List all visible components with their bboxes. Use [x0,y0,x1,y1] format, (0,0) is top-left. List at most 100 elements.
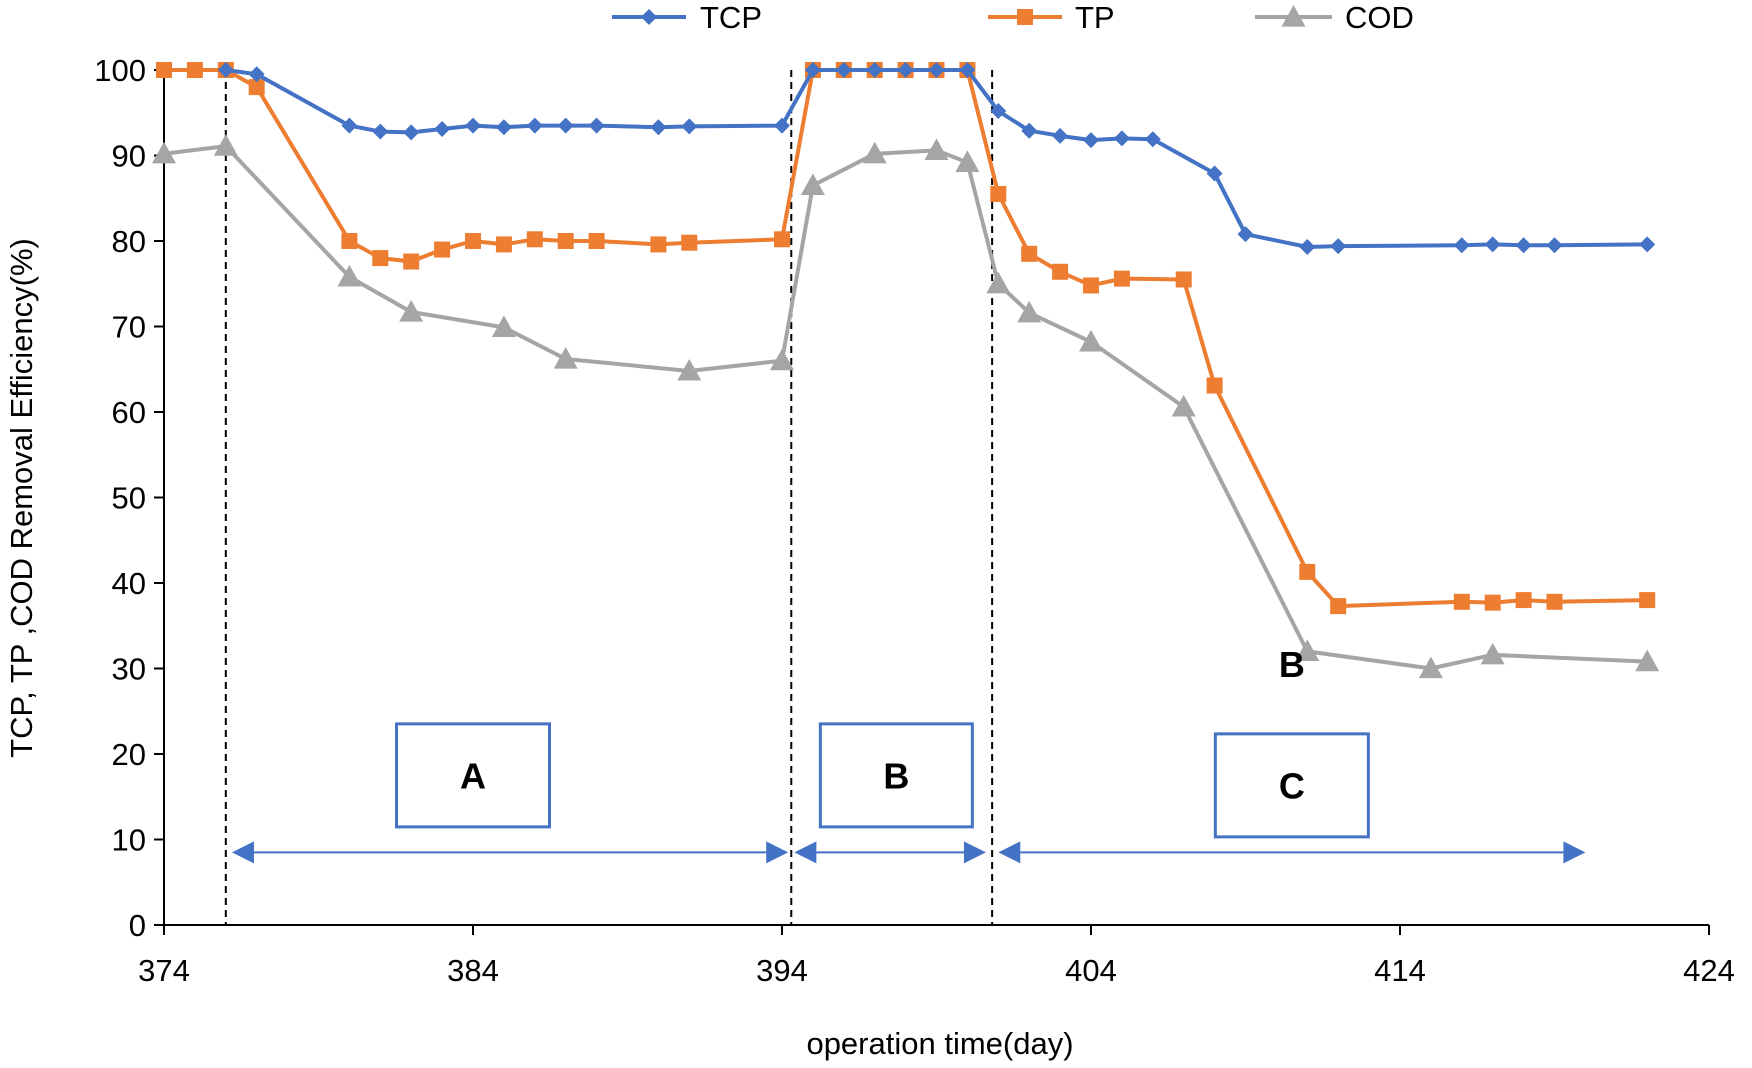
data-point-tcp [1515,237,1532,254]
data-point-tcp [681,118,698,135]
y-tick-label: 30 [112,652,146,687]
data-point-tp [1515,592,1532,609]
phase-arrow-head-right [963,841,986,864]
x-tick-label: 384 [447,953,499,988]
axes-layer: 0 10 20 30 40 50 60 70 80 90 100 374 384 394 404 414 424 [94,53,1735,988]
phase-dividers [224,70,994,925]
data-point-cod [213,134,238,156]
y-tick-label: 40 [112,566,146,601]
data-point-tp [403,253,420,270]
data-point-tcp [1021,122,1038,139]
data-point-cod [1171,394,1196,417]
data-point-tcp [341,117,358,134]
data-point-tp [495,236,512,253]
data-point-tcp [434,120,451,137]
data-point-cod [1079,329,1103,352]
data-point-tcp [897,62,914,78]
phase-box [395,722,551,829]
phase-box-label: A [460,755,486,796]
legend-label: COD [1345,0,1414,35]
legend-label: TCP [700,0,762,35]
phase-arrow-head-left [794,841,817,864]
data-point-cod [924,138,949,160]
data-point-cod [955,150,980,172]
x-tick-label: 374 [138,953,190,988]
data-point-tcp [1453,237,1470,254]
y-tick-label: 90 [112,139,146,174]
y-tick-label: 100 [94,53,146,88]
data-point-tcp [804,62,821,78]
data-point-cod [1295,639,1320,661]
y-axis-title: TCP, TP ,COD Removal Efficiency(%) [4,238,39,758]
data-point-tp [1052,263,1069,280]
data-point-tp [1021,245,1038,262]
data-point-cod [553,346,578,369]
phase-box-label: C [1279,765,1305,806]
x-axis-title: operation time(day) [806,1026,1073,1061]
legend-swatch-marker [1281,5,1306,27]
data-point-tcp [526,117,543,134]
data-point-tp [1484,594,1501,611]
y-tick-label: 70 [112,310,146,345]
data-point-tcp [835,62,852,78]
data-point-tp [372,250,389,267]
data-point-tp [1113,270,1130,287]
y-tick-label: 0 [129,908,146,943]
data-point-tp [557,233,574,249]
series-tp [156,62,1656,615]
data-point-tp [1639,592,1656,609]
data-point-tp [588,233,605,249]
legend-swatch-marker [641,9,657,25]
data-point-tp [465,233,481,249]
data-point-cod [152,141,176,164]
data-point-tcp [650,119,667,136]
data-point-tp [990,185,1007,202]
series-tcp [217,62,1656,255]
data-point-tcp [465,117,481,134]
data-point-tcp [1113,130,1130,147]
phase-arrow-head-right [1563,841,1586,864]
data-point-tcp [248,66,265,83]
data-point-tcp [372,123,389,140]
phase-box [1213,732,1370,839]
data-point-tp [774,231,790,248]
phase-box [818,722,974,829]
data-point-cod [337,264,362,287]
data-point-tp [526,231,543,248]
data-point-tcp [495,119,512,136]
data-point-tcp [990,103,1007,120]
phase-arrow-head-left [231,841,254,864]
data-point-tp [650,236,667,253]
y-tick-label: 80 [112,224,146,259]
data-point-tcp [1144,131,1161,148]
data-point-cod [1017,300,1042,323]
data-point-tp [1299,563,1316,580]
annotations: B [1279,644,1305,685]
data-point-tp [434,241,451,258]
phase-arrows [231,841,1586,864]
data-point-tcp [403,124,420,141]
data-point-tp [1546,593,1563,610]
x-tick-label: 424 [1683,953,1735,988]
data-point-tp [1083,277,1099,294]
data-point-cod [770,348,794,371]
data-point-cod [986,271,1011,294]
data-point-tcp [1237,226,1254,243]
data-point-cod [1480,642,1505,665]
x-tick-label: 394 [756,953,808,988]
data-point-tcp [959,62,976,78]
data-point-tp [341,233,358,249]
data-point-tp [186,62,203,78]
legend-item-cod: COD [1255,0,1414,35]
data-point-tcp [1299,238,1316,255]
data-point-tp [1175,271,1192,288]
data-point-tcp [1484,236,1501,253]
data-point-tcp [1052,127,1069,144]
legend-item-tcp: TCP [612,0,762,35]
data-point-cod [1635,649,1660,672]
data-point-tp [1453,593,1470,610]
data-point-tcp [1206,165,1223,182]
data-point-tcp [588,117,605,134]
x-tick-label: 414 [1374,953,1426,988]
